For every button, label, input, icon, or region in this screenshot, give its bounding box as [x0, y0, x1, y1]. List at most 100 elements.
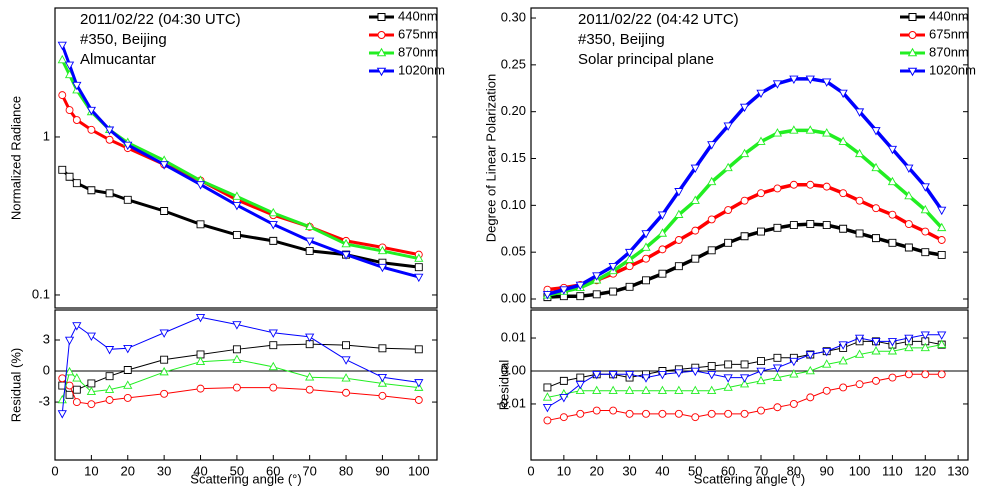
marker — [65, 106, 74, 115]
marker — [887, 145, 898, 155]
marker — [838, 89, 848, 99]
marker — [904, 342, 914, 352]
marker — [608, 262, 618, 272]
marker — [268, 221, 278, 230]
marker — [576, 409, 585, 418]
marker — [542, 404, 553, 413]
marker — [888, 210, 897, 219]
marker — [674, 188, 684, 197]
marker — [104, 126, 115, 135]
marker — [592, 406, 601, 415]
series — [58, 374, 423, 409]
marker — [707, 409, 716, 418]
marker — [105, 189, 114, 198]
y-tick-label: 0.30 — [501, 9, 526, 24]
marker — [377, 378, 388, 387]
legend-label: 440nm — [398, 8, 438, 23]
marker — [269, 236, 278, 245]
marker — [921, 337, 930, 346]
legend-label: 675nm — [398, 26, 438, 41]
marker — [904, 220, 913, 229]
marker — [608, 385, 618, 395]
x-tick-label: 120 — [914, 463, 936, 478]
marker — [341, 373, 351, 382]
marker — [854, 108, 865, 117]
marker — [72, 116, 81, 124]
x-tick-label: 60 — [721, 463, 735, 478]
marker — [690, 164, 700, 174]
marker — [658, 409, 667, 418]
marker — [104, 384, 115, 393]
marker — [104, 346, 115, 355]
y-tick-label: 0.15 — [501, 150, 526, 165]
marker — [871, 346, 881, 355]
marker — [160, 207, 169, 215]
marker — [723, 374, 733, 383]
marker — [658, 245, 667, 254]
legend-marker — [376, 47, 387, 57]
series — [57, 41, 424, 283]
marker — [674, 209, 684, 218]
marker — [608, 371, 618, 380]
legend-marker — [377, 13, 386, 21]
plot-frame — [54, 7, 438, 309]
marker — [740, 409, 749, 418]
marker — [559, 376, 568, 385]
marker — [937, 206, 947, 216]
marker — [87, 186, 96, 195]
marker — [542, 291, 553, 300]
y-tick-label: -0.01 — [496, 395, 526, 410]
marker — [195, 356, 206, 365]
marker — [232, 230, 241, 239]
marker — [305, 333, 315, 343]
marker — [690, 195, 700, 204]
x-tick-label: 90 — [819, 463, 833, 478]
marker — [740, 196, 749, 205]
plot-frame — [530, 309, 969, 461]
marker — [772, 128, 783, 137]
marker — [756, 136, 766, 145]
marker — [159, 161, 169, 170]
marker — [756, 89, 766, 99]
marker — [641, 374, 651, 383]
marker — [105, 396, 114, 404]
x-tick-label: 30 — [622, 463, 636, 478]
marker — [805, 351, 815, 360]
x-tick-label: 30 — [157, 463, 171, 478]
y-tick-label: 3 — [43, 331, 50, 346]
marker — [789, 125, 799, 134]
marker — [87, 125, 96, 134]
x-tick-label: 20 — [589, 463, 603, 478]
marker — [773, 184, 782, 193]
marker — [839, 224, 848, 233]
marker — [377, 373, 388, 383]
marker — [269, 341, 278, 350]
marker — [58, 91, 67, 100]
marker — [888, 373, 897, 382]
x-tick-label: 50 — [688, 463, 702, 478]
marker — [921, 227, 930, 236]
marker — [920, 331, 930, 340]
legend-marker — [377, 31, 386, 39]
marker — [657, 371, 668, 380]
marker — [789, 400, 798, 408]
marker — [855, 380, 864, 389]
series-line — [61, 316, 419, 414]
marker — [658, 269, 667, 278]
marker — [57, 410, 67, 419]
series-line — [60, 94, 420, 257]
y-axis-label: Residual — [496, 360, 511, 411]
marker — [65, 172, 74, 181]
marker — [723, 382, 733, 391]
x-tick-label: 70 — [754, 463, 768, 478]
y-tick-label: 0.20 — [501, 103, 526, 118]
marker — [691, 413, 700, 422]
marker — [624, 371, 635, 380]
marker — [855, 229, 864, 238]
x-axis-label: Scattering angle (°) — [694, 471, 805, 486]
marker — [723, 162, 733, 172]
marker — [757, 406, 765, 415]
marker — [342, 341, 350, 350]
marker — [920, 183, 930, 192]
marker — [159, 329, 169, 338]
